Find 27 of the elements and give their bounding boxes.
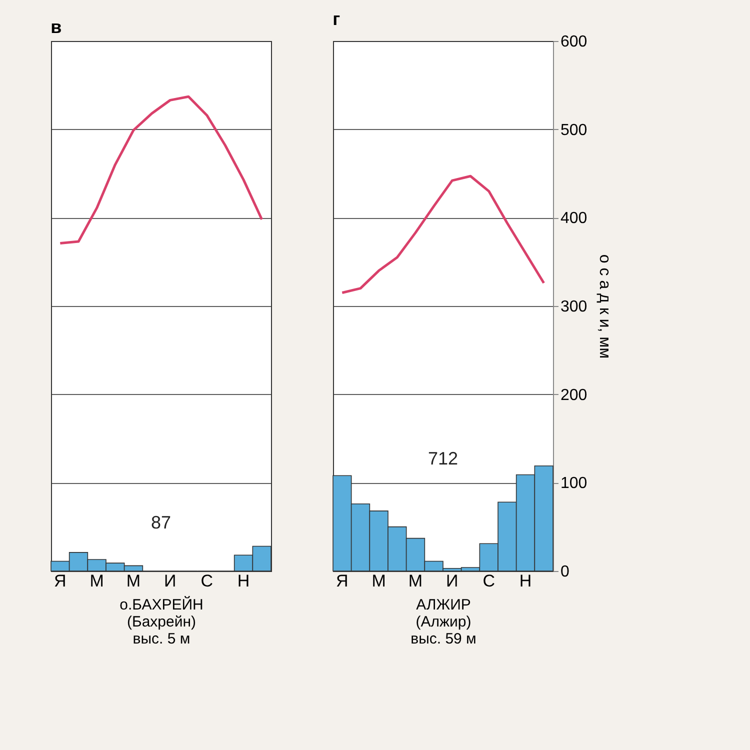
x-tick-label: Н xyxy=(237,572,250,590)
y-tick-label: 600 xyxy=(560,34,588,50)
x-tick-label: Н xyxy=(519,572,532,590)
x-tick-label: М xyxy=(126,572,141,590)
y-tick-label: 500 xyxy=(560,122,588,139)
x-tick-label: М xyxy=(372,572,386,590)
annotation: 712 xyxy=(428,448,458,469)
y-tick-label: 100 xyxy=(560,475,588,492)
annotation: 87 xyxy=(150,512,172,532)
x-tick-label: М xyxy=(408,572,423,590)
x-tick-label: М xyxy=(90,572,104,590)
y-tick-label: 300 xyxy=(560,298,588,316)
chart-title: в xyxy=(50,17,62,37)
y-tick-label: 0 xyxy=(560,564,570,580)
y-tick-label: 400 xyxy=(560,210,588,228)
chart-title: г xyxy=(332,9,341,29)
x-tick-label: Я xyxy=(336,572,348,590)
x-tick-label: И xyxy=(446,572,458,590)
x-tick-label: И xyxy=(164,572,176,590)
y-tick-label: 200 xyxy=(560,386,588,404)
x-tick-label: С xyxy=(200,572,213,590)
y-axis-title: о с а д к и, мм xyxy=(596,254,614,359)
x-tick-label: С xyxy=(482,572,495,590)
x-tick-label: Я xyxy=(54,572,66,590)
x-axis-title: АЛЖИР (Алжир) выс. 59 м xyxy=(410,596,476,648)
line-series xyxy=(340,174,546,294)
x-axis-title: о.БАХРЕЙН (Бахрейн) выс. 5 м xyxy=(120,596,204,648)
